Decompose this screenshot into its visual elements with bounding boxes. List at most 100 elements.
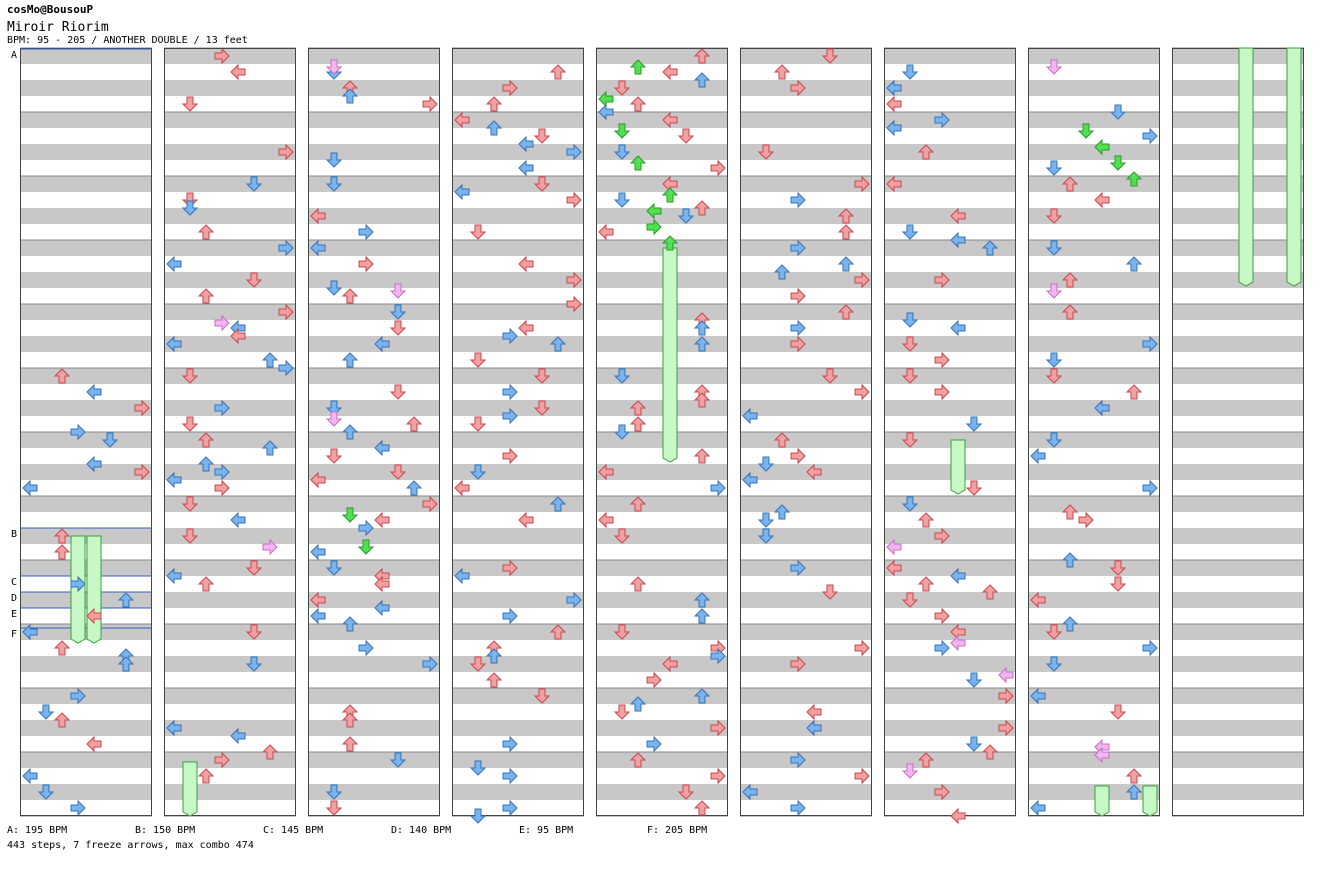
arrow-right-icon <box>358 255 374 273</box>
arrow-down-icon <box>613 144 631 160</box>
arrow-left-icon <box>310 543 326 561</box>
arrow-right-icon <box>1142 127 1158 145</box>
arrow-down-icon <box>533 176 551 192</box>
arrow-right-icon <box>422 655 438 673</box>
arrow-up-icon <box>693 592 711 608</box>
arrow-up-icon <box>1061 272 1079 288</box>
arrow-up-icon <box>341 736 359 752</box>
arrow-right-icon <box>790 319 806 337</box>
freeze-arrow <box>1142 785 1158 817</box>
arrow-left-icon <box>310 239 326 257</box>
arrow-left-icon <box>998 666 1014 684</box>
bpm-legend-f: F: 205 BPM <box>647 825 708 836</box>
arrow-up-icon <box>629 59 647 75</box>
arrow-up-icon <box>837 304 855 320</box>
arrow-down-icon <box>181 96 199 112</box>
arrow-right-icon <box>358 519 374 537</box>
arrow-right-icon <box>710 479 726 497</box>
arrow-down-icon <box>245 656 263 672</box>
arrow-right-icon <box>854 383 870 401</box>
arrow-up-icon <box>693 800 711 816</box>
arrow-down-icon <box>1045 160 1063 176</box>
arrow-right-icon <box>422 95 438 113</box>
arrow-right-icon <box>502 447 518 465</box>
arrow-up-icon <box>197 456 215 472</box>
arrow-down-icon <box>901 432 919 448</box>
arrow-up-icon <box>53 368 71 384</box>
arrow-left-icon <box>454 479 470 497</box>
arrow-right-icon <box>566 295 582 313</box>
arrow-right-icon <box>934 639 950 657</box>
arrow-left-icon <box>1094 746 1110 764</box>
arrow-right-icon <box>278 143 294 161</box>
arrow-right-icon <box>502 607 518 625</box>
bpm-marker-label: B <box>11 529 17 540</box>
arrow-right-icon <box>70 687 86 705</box>
arrow-right-icon <box>214 314 230 332</box>
arrow-right-icon <box>854 271 870 289</box>
freeze-arrow <box>1286 47 1302 287</box>
arrow-down-icon <box>341 507 359 523</box>
arrow-right-icon <box>134 463 150 481</box>
arrow-down-icon <box>389 320 407 336</box>
chart-info: BPM: 95 - 205 / ANOTHER DOUBLE / 13 feet <box>7 35 248 46</box>
arrow-down-icon <box>965 672 983 688</box>
arrow-down-icon <box>1045 656 1063 672</box>
arrow-right-icon <box>134 399 150 417</box>
arrow-up-icon <box>629 155 647 171</box>
arrow-right-icon <box>1142 479 1158 497</box>
arrow-down-icon <box>613 528 631 544</box>
arrow-down-icon <box>357 539 375 555</box>
arrow-right-icon <box>214 47 230 65</box>
arrow-right-icon <box>790 655 806 673</box>
arrow-down-icon <box>101 432 119 448</box>
arrow-up-icon <box>1061 504 1079 520</box>
arrow-up-icon <box>981 744 999 760</box>
arrow-up-icon <box>693 336 711 352</box>
arrow-right-icon <box>790 239 806 257</box>
arrow-up-icon <box>661 235 679 251</box>
arrow-left-icon <box>1030 447 1046 465</box>
arrow-right-icon <box>934 271 950 289</box>
arrow-left-icon <box>454 183 470 201</box>
arrow-left-icon <box>742 407 758 425</box>
arrow-right-icon <box>1078 511 1094 529</box>
bpm-marker-label: C <box>11 577 17 588</box>
arrow-up-icon <box>773 264 791 280</box>
chart-column <box>884 47 1016 817</box>
arrow-down-icon <box>389 283 407 299</box>
arrow-down-icon <box>757 528 775 544</box>
arrow-left-icon <box>86 455 102 473</box>
arrow-up-icon <box>261 440 279 456</box>
arrow-right-icon <box>566 271 582 289</box>
arrow-right-icon <box>934 111 950 129</box>
arrow-up-icon <box>549 496 567 512</box>
arrow-right-icon <box>214 463 230 481</box>
arrow-right-icon <box>262 538 278 556</box>
arrow-down-icon <box>613 624 631 640</box>
arrow-up-icon <box>341 712 359 728</box>
arrow-right-icon <box>70 423 86 441</box>
arrow-left-icon <box>598 223 614 241</box>
arrow-up-icon <box>693 448 711 464</box>
arrow-up-icon <box>117 592 135 608</box>
arrow-right-icon <box>358 639 374 657</box>
arrow-left-icon <box>230 727 246 745</box>
arrow-down-icon <box>1045 624 1063 640</box>
arrow-down-icon <box>469 808 487 824</box>
arrow-up-icon <box>629 96 647 112</box>
arrow-down-icon <box>901 592 919 608</box>
chart-column <box>1172 47 1304 817</box>
arrow-down-icon <box>1045 208 1063 224</box>
arrow-right-icon <box>854 639 870 657</box>
arrow-down-icon <box>965 736 983 752</box>
arrow-right-icon <box>566 591 582 609</box>
bpm-marker-label: E <box>11 609 17 620</box>
arrow-up-icon <box>405 480 423 496</box>
arrow-left-icon <box>22 623 38 641</box>
arrow-left-icon <box>662 111 678 129</box>
arrow-up-icon <box>629 752 647 768</box>
arrow-right-icon <box>646 218 662 236</box>
chart-column <box>164 47 296 817</box>
arrow-down-icon <box>181 496 199 512</box>
